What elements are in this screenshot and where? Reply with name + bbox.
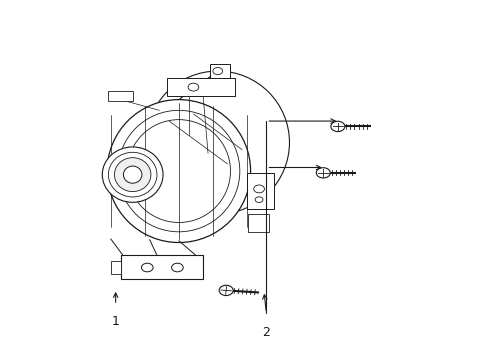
Text: 1: 1 (111, 315, 120, 328)
Ellipse shape (330, 121, 344, 131)
Polygon shape (111, 261, 120, 274)
Ellipse shape (107, 100, 250, 243)
Polygon shape (166, 78, 234, 96)
Ellipse shape (219, 285, 233, 296)
Ellipse shape (123, 166, 142, 183)
Polygon shape (210, 64, 229, 78)
Ellipse shape (141, 263, 153, 272)
Ellipse shape (102, 147, 163, 202)
Ellipse shape (146, 71, 289, 214)
Polygon shape (120, 255, 203, 279)
Polygon shape (246, 173, 273, 208)
Text: 2: 2 (262, 327, 270, 339)
Ellipse shape (171, 263, 183, 272)
Ellipse shape (114, 158, 151, 192)
Ellipse shape (316, 168, 329, 178)
Ellipse shape (108, 152, 157, 197)
Polygon shape (248, 214, 268, 232)
Polygon shape (108, 91, 132, 102)
